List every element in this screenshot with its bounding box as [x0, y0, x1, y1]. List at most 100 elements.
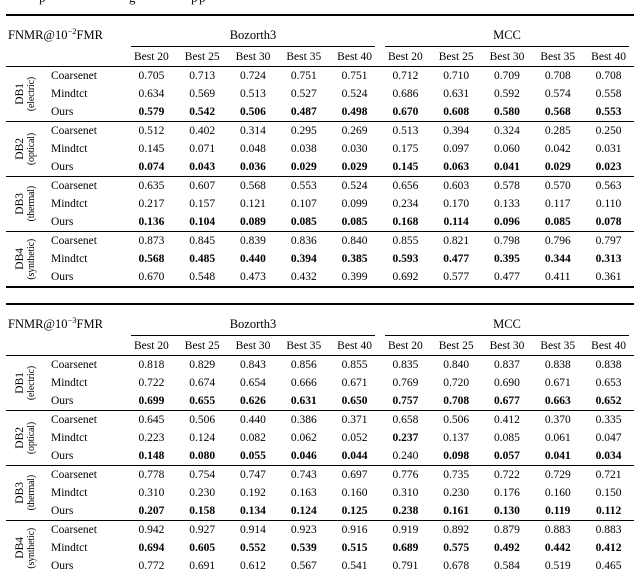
best-column-header: Best 30 — [227, 336, 279, 356]
best-column-header: Best 35 — [532, 47, 584, 67]
value-cell: 0.477 — [494, 271, 520, 283]
value-cell: 0.085 — [494, 432, 520, 444]
value-cell: 0.411 — [545, 271, 571, 283]
value-cell: 0.207 — [138, 505, 165, 517]
method-row: DB3 (thermal) Coarsenet 0.635 0.607 0.568 0.55… — [6, 177, 634, 222]
db-group: DB1 (electric) Coarsenet 0.818 0.829 0.843 0.8… — [6, 356, 634, 411]
value-cell: 0.099 — [341, 198, 368, 210]
value-cell: 0.029 — [544, 161, 571, 173]
value-cell: 0.237 — [392, 432, 419, 444]
value-cell: 0.612 — [240, 560, 266, 569]
db-sensor-type: (optical) — [26, 421, 37, 455]
metric-label: FNMR@10−3FMR — [6, 304, 126, 336]
value-cell: 0.371 — [341, 414, 368, 426]
value-cell: 0.724 — [240, 70, 266, 82]
value-cell: 0.720 — [443, 377, 470, 389]
value-cell: 0.527 — [290, 88, 317, 100]
value-cell: 0.778 — [138, 469, 165, 481]
db-label-rotated: DB1 (electric) — [6, 68, 44, 120]
caption-fragment: p — [191, 0, 198, 4]
value-cell: 0.044 — [341, 450, 368, 462]
value-cell: 0.519 — [544, 560, 571, 569]
db-name: DB3 — [14, 482, 26, 504]
method-row: DB2 (optical) Coarsenet 0.645 0.506 0.440 0.38… — [6, 411, 634, 454]
value-cell: 0.553 — [595, 106, 622, 118]
value-cell: 0.061 — [544, 432, 571, 444]
value-cell: 0.653 — [595, 377, 622, 389]
value-cell: 0.603 — [443, 180, 470, 192]
value-cell: 0.694 — [138, 542, 165, 554]
value-cell: 0.754 — [189, 469, 216, 481]
method-row: Mindtct 0.694 0.605 0.552 0.539 0.515 0.689 0.5… — [6, 539, 634, 557]
value-cell: 0.062 — [290, 432, 317, 444]
db-name: DB2 — [14, 138, 26, 160]
value-cell: 0.713 — [189, 70, 216, 82]
value-cell: 0.034 — [595, 450, 622, 462]
value-cell: 0.584 — [494, 560, 520, 569]
value-cell: 0.569 — [189, 88, 216, 100]
value-cell: 0.650 — [341, 395, 368, 407]
value-cell: 0.440 — [240, 253, 266, 265]
method-row: DB4 (synthetic) Coarsenet 0.942 0.927 0.914 0.… — [6, 521, 634, 568]
value-cell: 0.121 — [240, 198, 266, 210]
metric-label: FNMR@10−2FMR — [6, 15, 126, 47]
best-column-header: Best 20 — [126, 336, 177, 356]
value-cell: 0.705 — [138, 70, 165, 82]
value-cell: 0.879 — [494, 524, 520, 536]
value-cell: 0.250 — [595, 125, 622, 137]
method-row: Ours 0.148 0.080 0.055 0.046 0.044 0.240 0.098 0… — [6, 447, 634, 466]
value-cell: 0.690 — [494, 377, 520, 389]
value-cell: 0.699 — [138, 395, 165, 407]
value-cell: 0.112 — [595, 505, 622, 517]
matcher-group-header: Bozorth3 — [126, 15, 380, 47]
value-cell: 0.658 — [392, 414, 419, 426]
value-cell: 0.592 — [494, 88, 520, 100]
best-column-header: Best 20 — [379, 47, 431, 67]
db-group: DB2 (optical) Coarsenet 0.512 0.402 0.314 0.29… — [6, 122, 634, 177]
value-cell: 0.837 — [494, 359, 520, 371]
value-cell: 0.074 — [138, 161, 165, 173]
value-cell: 0.578 — [494, 180, 520, 192]
db-name: DB1 — [14, 372, 26, 394]
value-cell: 0.313 — [595, 253, 622, 265]
results-table-1: FNMR@10−2FMR Bozorth3 MCC Best 20 Best 25 Bes… — [6, 14, 634, 288]
method-name: Ours — [51, 395, 74, 407]
db-label-rotated: DB1 (electric) — [6, 357, 44, 409]
table-header: FNMR@10−3FMR Bozorth3 MCC Best 20 Best 25 Bes… — [6, 304, 634, 356]
method-name: Coarsenet — [51, 359, 97, 371]
method-name: Coarsenet — [51, 180, 97, 192]
value-cell: 0.176 — [494, 487, 520, 499]
value-cell: 0.399 — [341, 271, 368, 283]
value-cell: 0.829 — [189, 359, 216, 371]
best-column-header: Best 40 — [329, 336, 380, 356]
value-cell: 0.041 — [544, 450, 571, 462]
value-cell: 0.631 — [290, 395, 317, 407]
best-column-header: Best 40 — [583, 336, 634, 356]
value-cell: 0.036 — [240, 161, 266, 173]
value-cell: 0.626 — [240, 395, 266, 407]
value-cell: 0.217 — [138, 198, 165, 210]
value-cell: 0.838 — [544, 359, 571, 371]
value-cell: 0.855 — [392, 235, 419, 247]
value-cell: 0.631 — [443, 88, 470, 100]
db-sensor-type: (optical) — [26, 132, 37, 166]
value-cell: 0.057 — [494, 450, 520, 462]
value-cell: 0.577 — [443, 271, 470, 283]
db-sensor-type: (synthetic) — [26, 527, 37, 569]
value-cell: 0.539 — [290, 542, 317, 554]
header-spacer — [6, 47, 126, 67]
method-name: Mindtct — [51, 377, 88, 389]
db-sensor-type: (electric) — [26, 365, 37, 401]
results-table-2: FNMR@10−3FMR Bozorth3 MCC Best 20 Best 25 Bes… — [6, 303, 634, 569]
value-cell: 0.029 — [290, 161, 317, 173]
value-cell: 0.845 — [189, 235, 216, 247]
value-cell: 0.671 — [544, 377, 571, 389]
method-name: Mindtct — [51, 542, 88, 554]
method-name: Coarsenet — [51, 70, 97, 82]
matcher-group-header: MCC — [380, 304, 634, 336]
value-cell: 0.654 — [240, 377, 266, 389]
db-group: DB1 (electric) Coarsenet 0.705 0.713 0.724 0.7… — [6, 67, 634, 122]
method-name: Ours — [51, 216, 74, 228]
header-spacer — [6, 336, 126, 356]
value-cell: 0.124 — [189, 432, 216, 444]
